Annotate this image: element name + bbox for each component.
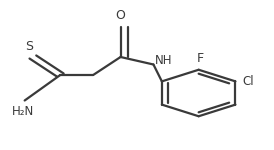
Text: NH: NH bbox=[155, 54, 172, 67]
Text: H₂N: H₂N bbox=[12, 105, 35, 118]
Text: O: O bbox=[116, 9, 125, 22]
Text: F: F bbox=[196, 52, 204, 65]
Text: Cl: Cl bbox=[242, 75, 254, 88]
Text: S: S bbox=[25, 39, 33, 52]
